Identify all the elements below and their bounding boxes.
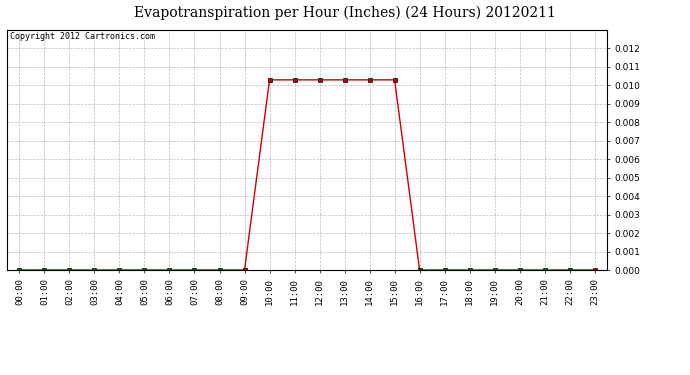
Text: Copyright 2012 Cartronics.com: Copyright 2012 Cartronics.com xyxy=(10,32,155,41)
Text: Evapotranspiration per Hour (Inches) (24 Hours) 20120211: Evapotranspiration per Hour (Inches) (24… xyxy=(134,6,556,20)
